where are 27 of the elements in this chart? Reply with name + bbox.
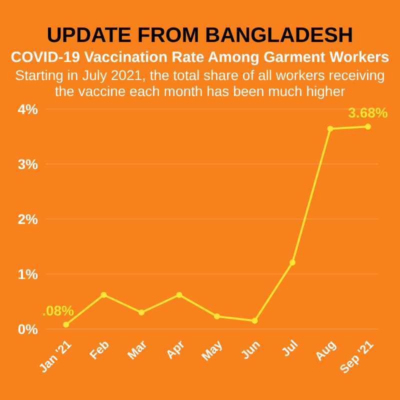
point — [63, 322, 69, 328]
point — [365, 124, 371, 130]
x-tick-label: Apr — [162, 337, 188, 362]
x-tick-label: Mar — [124, 337, 150, 362]
x-tick-label: Feb — [86, 337, 112, 362]
x-tick-label: Sep '21 — [336, 337, 376, 377]
text: Starting in July 2021, the total share of all workers receiving the vaccine each month has been much higher — [14, 67, 386, 99]
x-tick-label: Jun — [238, 337, 263, 362]
point — [252, 318, 258, 324]
y-tick-label: 1% — [18, 266, 39, 282]
point — [138, 310, 144, 316]
y-tick-label: 4% — [18, 100, 39, 117]
point — [176, 292, 182, 298]
chart-title: UPDATE FROM BANGLADESH — [46, 24, 354, 48]
point — [327, 126, 334, 132]
point — [290, 259, 296, 266]
chart-subtitle: COVID-19 Vaccination Rate Among Garment Workers — [10, 49, 390, 66]
point — [214, 313, 220, 320]
y-tick-label: 0% — [18, 320, 39, 337]
y-tick-label: 2% — [18, 210, 39, 227]
x-tick-label: Jan '21 — [36, 337, 74, 376]
data-label: .08% — [42, 302, 75, 319]
point — [100, 292, 107, 298]
y-tick-label: 3% — [18, 156, 39, 172]
data-label: 3.68% — [348, 104, 388, 121]
x-tick-label: Jul — [278, 337, 301, 360]
x-tick-label: Aug — [312, 337, 338, 364]
